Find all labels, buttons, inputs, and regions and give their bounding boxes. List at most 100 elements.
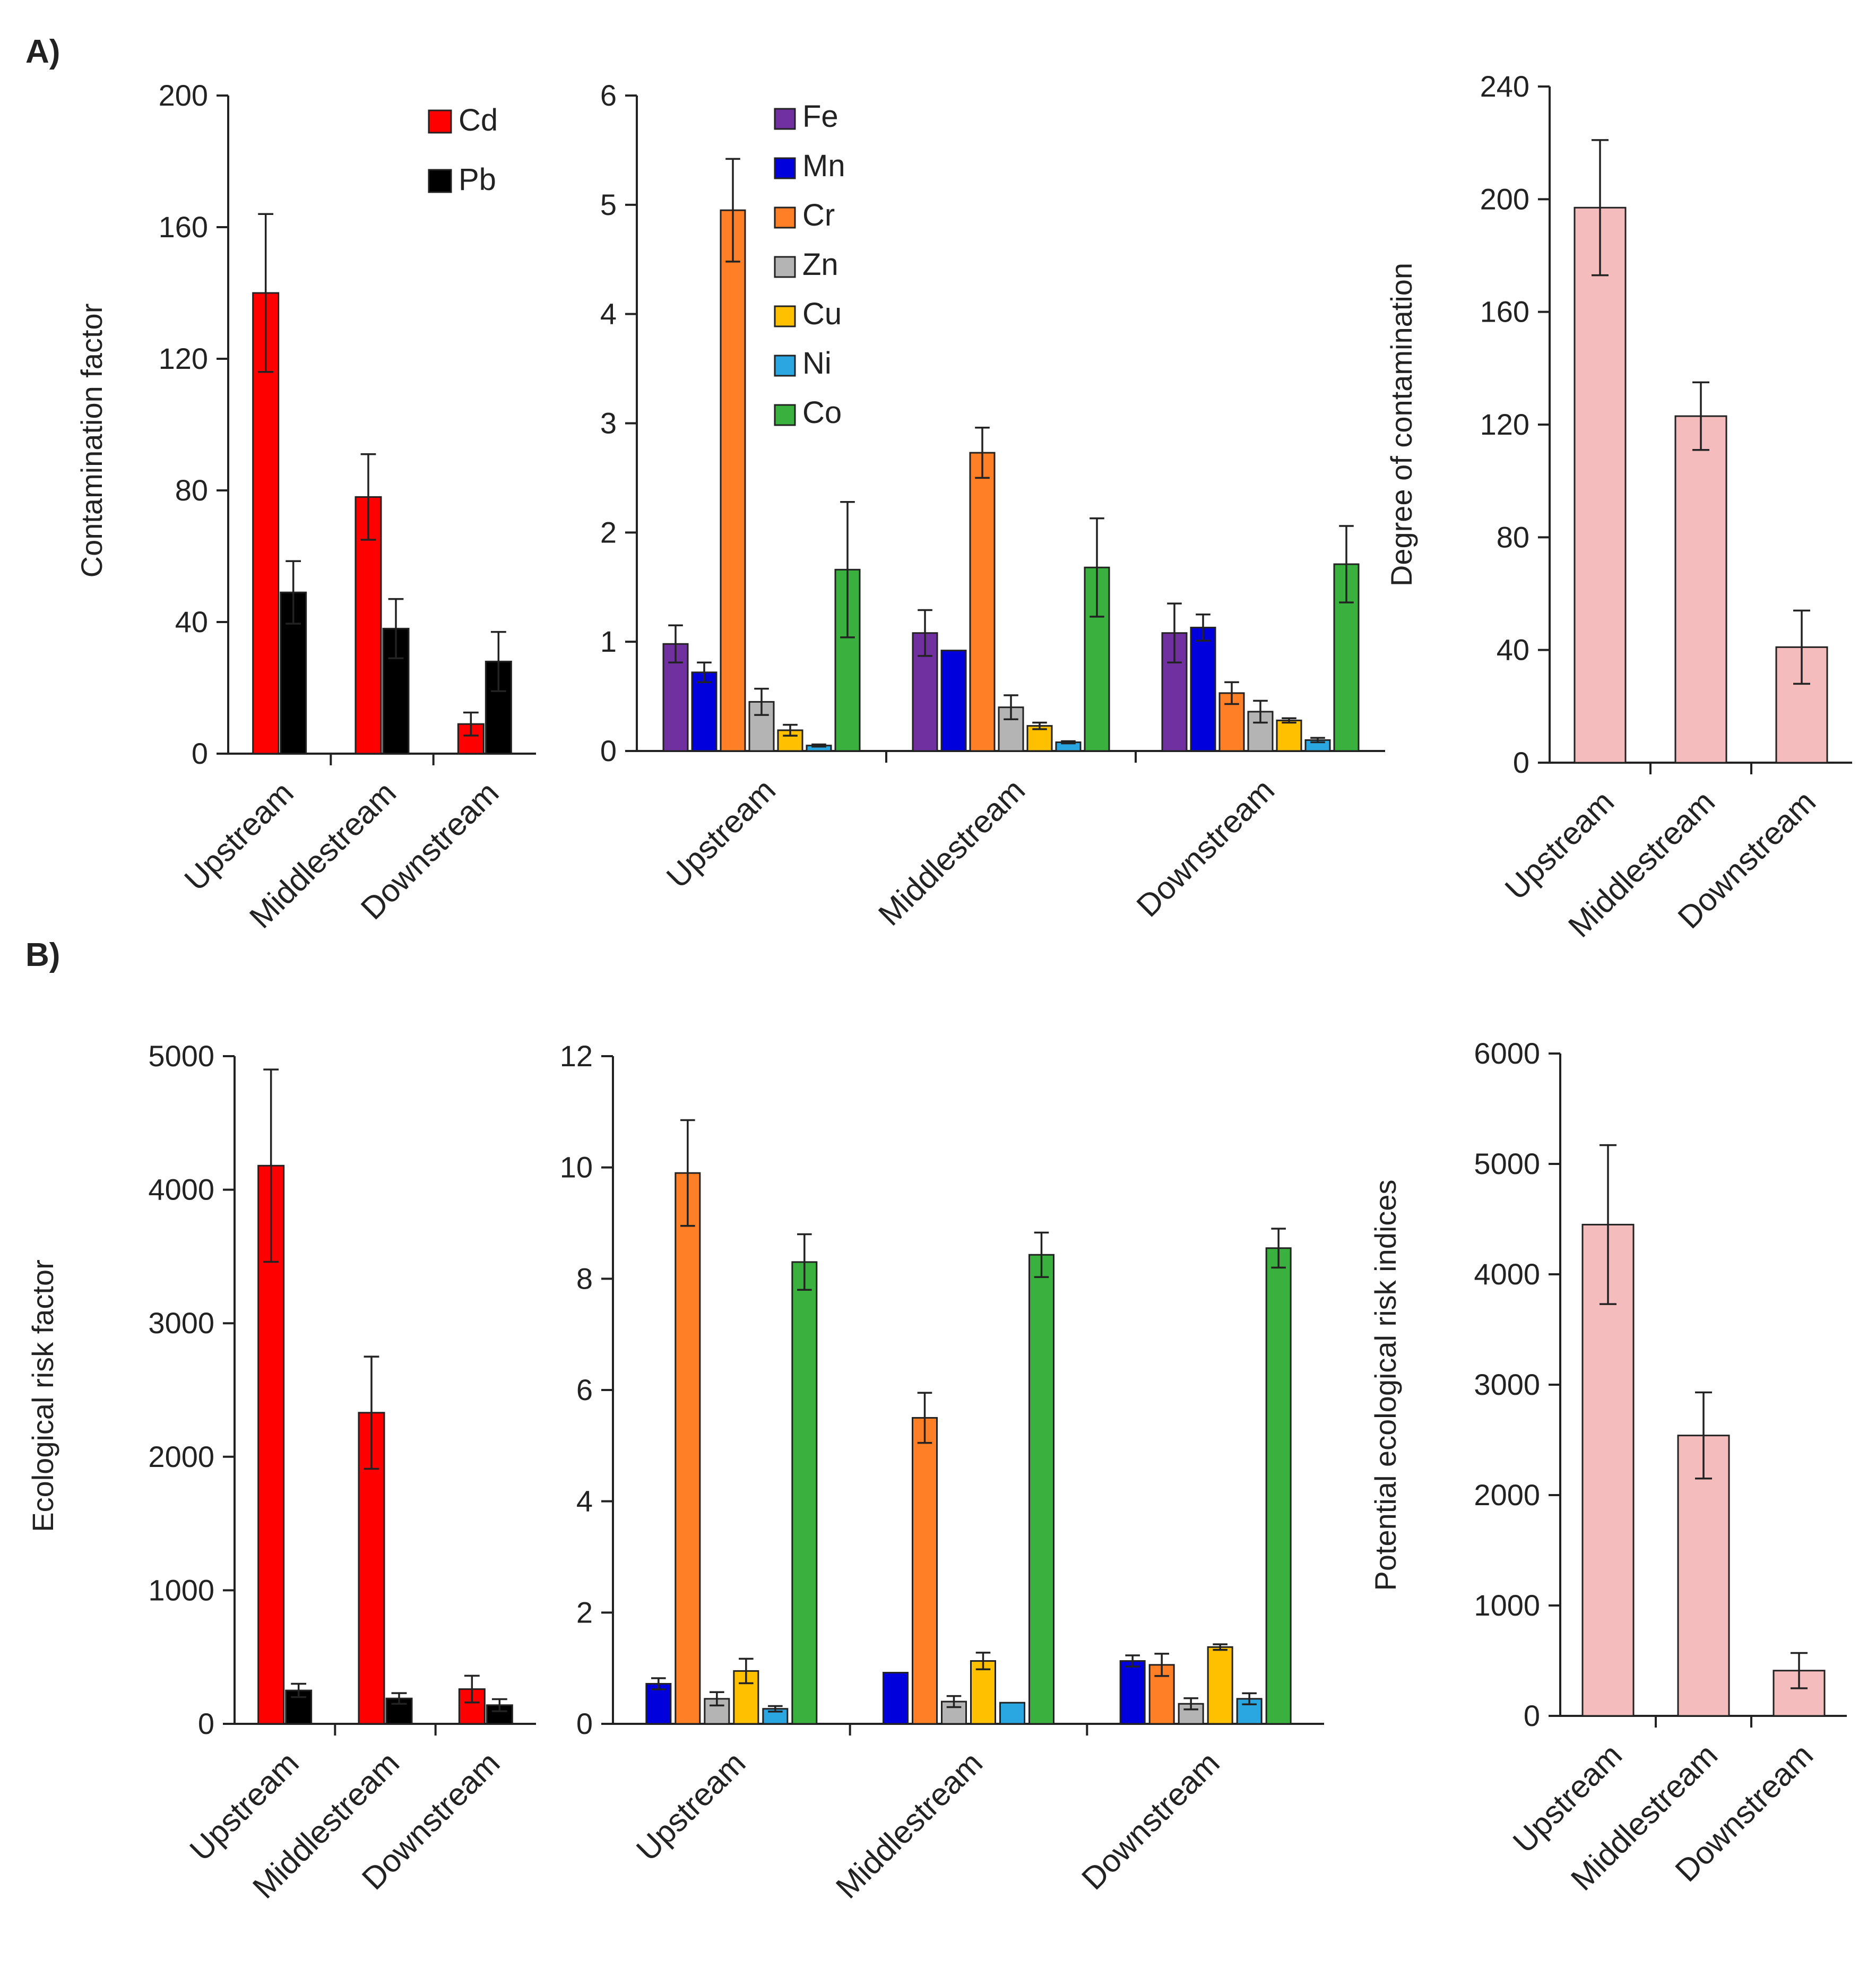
y-tick-label: 240	[1480, 70, 1529, 103]
bar	[1207, 1646, 1233, 1725]
y-tick-label: 120	[1480, 408, 1529, 441]
bar	[1119, 1660, 1146, 1725]
legend-label: Co	[802, 395, 842, 430]
x-category-label: Downstream	[1075, 1745, 1226, 1897]
bar	[1677, 1435, 1730, 1717]
y-axis-title: Potential ecological risk indices	[1369, 1179, 1402, 1591]
bar	[1265, 1247, 1292, 1725]
legend-label: Mn	[802, 149, 845, 183]
bar	[1028, 1254, 1054, 1725]
y-tick-label: 0	[576, 1707, 593, 1740]
chart-a1: 04080120160200UpstreamMiddlestreamDownst…	[75, 79, 536, 935]
y-tick-label: 6000	[1474, 1037, 1540, 1070]
bar	[883, 1672, 909, 1725]
x-category-label: Middlestream	[871, 772, 1032, 933]
y-axis-title: Contamination factor	[75, 304, 108, 578]
y-tick-label: 1000	[1474, 1588, 1540, 1622]
panel-label-b: B)	[25, 937, 60, 973]
chart-a2: 0 1 2 3 4 5 6 Upstream Middlestream Downstream Fe M…	[600, 79, 1385, 933]
bar	[834, 568, 861, 752]
y-tick-label: 80	[1497, 520, 1529, 554]
legend-swatch	[774, 206, 796, 229]
legend-label: Cr	[802, 198, 835, 232]
y-tick-label: 5	[600, 188, 617, 221]
y-tick-label: 80	[175, 473, 208, 507]
legend-label: Cu	[802, 297, 842, 331]
legend-swatch	[774, 404, 796, 426]
y-tick-label: 8	[576, 1262, 593, 1295]
legend-swatch	[774, 305, 796, 327]
y-tick-label: 4000	[1474, 1257, 1540, 1291]
y-tick-label: 10	[560, 1151, 593, 1184]
legend-label: Zn	[802, 247, 838, 282]
y-tick-label: 12	[560, 1039, 593, 1073]
bar	[1574, 206, 1627, 764]
y-tick-label: 200	[159, 79, 208, 112]
legend-swatch	[774, 355, 796, 377]
y-tick-label: 1000	[148, 1573, 214, 1607]
y-tick-label: 2000	[1474, 1478, 1540, 1512]
panel-label-a: A)	[25, 33, 60, 70]
x-category-label: Upstream	[660, 772, 782, 895]
bar	[912, 1417, 938, 1725]
bar	[1581, 1223, 1635, 1717]
x-category-label: Middlestream	[829, 1745, 989, 1905]
y-tick-label: 4	[576, 1484, 593, 1518]
legend-label: Ni	[802, 346, 832, 381]
y-tick-label: 3	[600, 407, 617, 440]
y-tick-label: 0	[192, 737, 208, 770]
y-tick-label: 2000	[148, 1440, 214, 1473]
bar	[675, 1172, 701, 1725]
bar	[970, 1660, 996, 1725]
y-axis-title: Degree of contamination	[1385, 263, 1418, 586]
y-tick-label: 4	[600, 297, 617, 331]
bar	[969, 452, 996, 752]
bar	[1674, 415, 1727, 764]
y-tick-label: 2	[576, 1595, 593, 1629]
y-tick-label: 0	[600, 734, 617, 767]
bar	[1276, 719, 1302, 752]
chart-b1: 010002000300040005000UpstreamMiddlestrea…	[26, 1039, 536, 1905]
legend-swatch	[428, 109, 452, 134]
y-tick-label: 160	[159, 210, 208, 244]
bar	[691, 671, 717, 752]
x-category-label: Downstream	[1130, 772, 1282, 924]
y-tick-label: 120	[159, 342, 208, 375]
legend-label: Fe	[802, 99, 838, 134]
y-tick-label: 6	[600, 79, 617, 112]
y-tick-label: 4000	[148, 1173, 214, 1206]
y-tick-label: 6	[576, 1373, 593, 1406]
y-tick-label: 200	[1480, 182, 1529, 215]
y-tick-label: 0	[1513, 746, 1529, 779]
legend-swatch	[774, 157, 796, 179]
legend-swatch	[774, 256, 796, 278]
chart-a3: 04080120160200240UpstreamMiddlestreamDow…	[1385, 70, 1852, 944]
bar	[1190, 626, 1216, 752]
charts-container: 04080120160200UpstreamMiddlestreamDownst…	[26, 70, 1852, 1905]
bar	[720, 209, 746, 752]
legend-swatch	[428, 169, 452, 193]
y-tick-label: 3000	[148, 1306, 214, 1340]
y-tick-label: 2	[600, 515, 617, 549]
y-tick-label: 3000	[1474, 1368, 1540, 1401]
y-tick-label: 5000	[148, 1039, 214, 1073]
x-category-label: Upstream	[629, 1745, 752, 1868]
bar	[940, 650, 967, 752]
chart-b3: 0100020003000400050006000UpstreamMiddles…	[1369, 1037, 1847, 1897]
legend-label: Cd	[459, 103, 498, 137]
y-tick-label: 160	[1480, 295, 1529, 329]
bar	[791, 1261, 818, 1725]
y-axis-title: Ecological risk factor	[26, 1259, 59, 1532]
y-tick-label: 40	[175, 605, 208, 638]
bar	[748, 701, 775, 752]
legend-swatch	[774, 108, 796, 130]
chart-b2: 0 2 4 6 8 10 12 Upstream Middlestream Downstream	[560, 1039, 1324, 1905]
y-tick-label: 40	[1497, 633, 1529, 667]
y-tick-label: 1	[600, 625, 617, 658]
y-tick-label: 0	[1524, 1699, 1540, 1732]
legend-label: Pb	[459, 162, 496, 197]
y-tick-label: 5000	[1474, 1147, 1540, 1180]
bar	[999, 1702, 1025, 1725]
y-tick-label: 0	[198, 1707, 214, 1740]
